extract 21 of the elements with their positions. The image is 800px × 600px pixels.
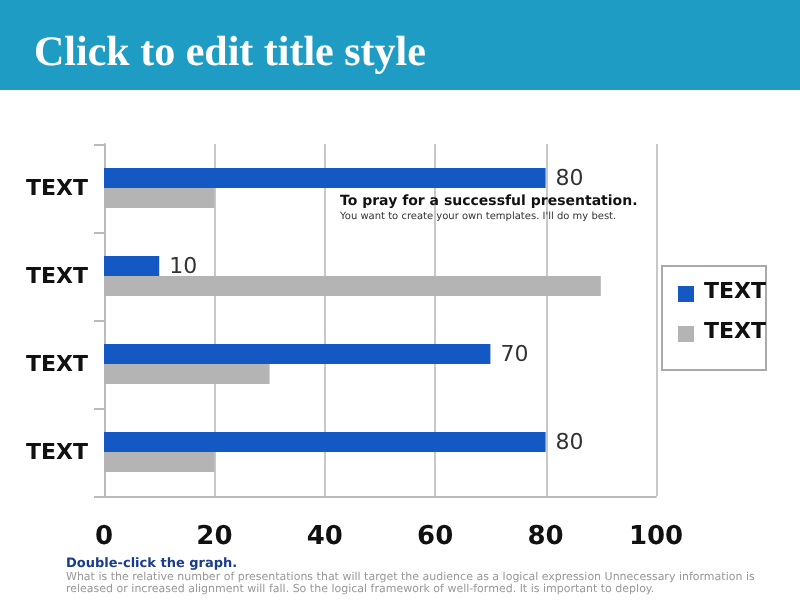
data-label: 70 [500,341,529,367]
bar [104,344,491,364]
bar [104,256,160,276]
x-tick-label: 40 [306,522,343,552]
bar [104,432,546,452]
x-tick-label: 20 [196,522,233,552]
legend-label: TEXT [704,278,767,304]
data-label: 80 [555,165,584,191]
chart-title: Click to edit title style [34,27,426,75]
y-tick-label: TEXT [25,175,89,201]
x-tick-label: 80 [527,522,564,552]
y-tick-label: TEXT [25,263,89,289]
bar [104,168,546,188]
x-tick-label: 0 [94,522,114,552]
legend-label: TEXT [704,318,767,344]
data-label: 80 [555,429,584,455]
x-tick-label: 100 [628,522,684,552]
data-label: 10 [169,253,198,279]
y-tick-label: TEXT [25,439,89,465]
x-tick-label: 60 [417,522,454,552]
y-tick-label: TEXT [25,351,89,377]
